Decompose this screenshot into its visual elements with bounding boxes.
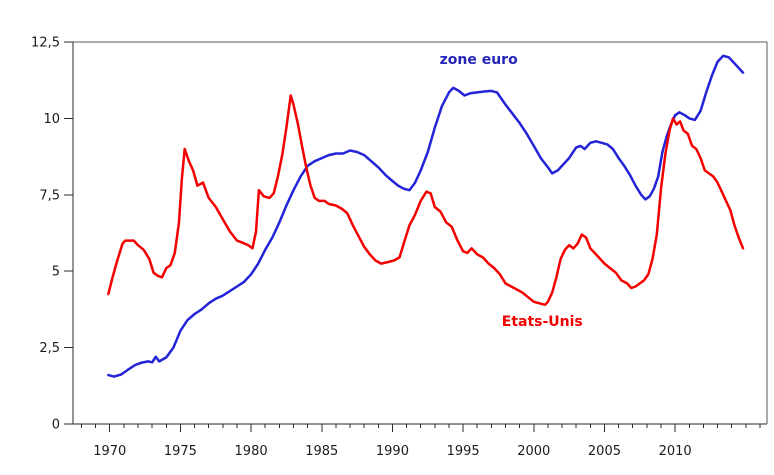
series-lines: [107, 54, 745, 378]
x-tick-label: 1985: [305, 444, 338, 459]
x-tick-label: 1970: [93, 444, 126, 459]
series-label-zone-euro: zone euro: [440, 52, 518, 68]
tick-marks: [64, 41, 761, 432]
axes: [72, 41, 768, 425]
tick-labels: 1970 1975 1980 1985 1990 1995 2000 2005 2010 0 2,5…: [31, 36, 692, 460]
y-tick-label: 0: [52, 418, 60, 433]
y-tick-label: 7,5: [39, 188, 60, 203]
x-tick-label: 2005: [588, 444, 621, 459]
x-tick-label: 1980: [235, 444, 268, 459]
y-tick-label: 2,5: [39, 341, 60, 356]
y-tick-label: 5: [52, 265, 60, 280]
x-tick-label: 1990: [376, 444, 409, 459]
series-label-etats-unis: Etats-Unis: [502, 314, 583, 330]
series-line-etats-unis: [107, 94, 745, 307]
x-tick-label: 1975: [164, 444, 197, 459]
y-tick-label: 12,5: [31, 36, 60, 51]
y-tick-label: 10: [43, 112, 60, 127]
series-line-zone-euro: [107, 54, 745, 378]
x-tick-label: 1995: [447, 444, 480, 459]
x-tick-label: 2000: [517, 444, 550, 459]
x-tick-label: 2010: [659, 444, 692, 459]
